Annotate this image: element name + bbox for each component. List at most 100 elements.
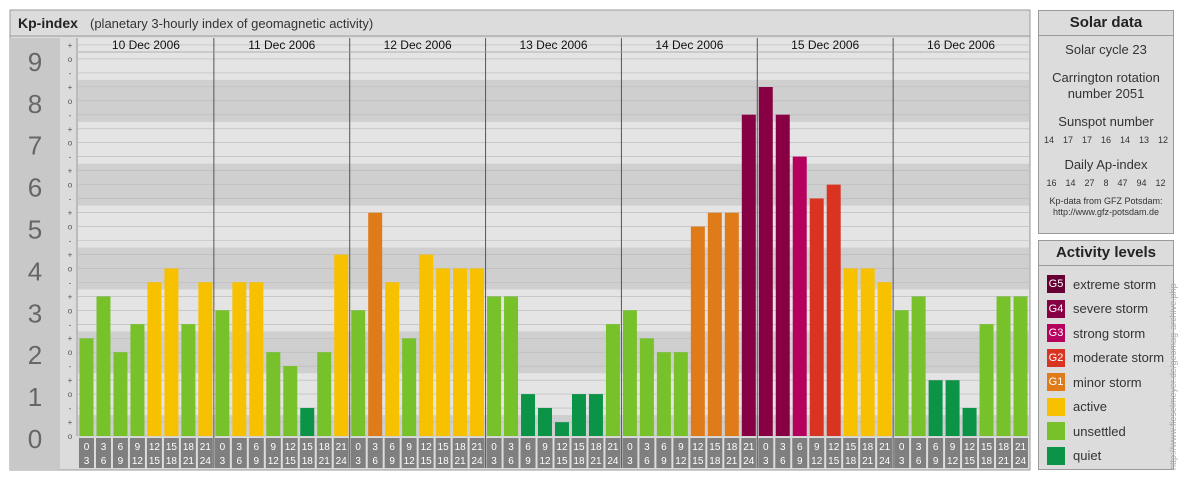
hour-label-end: 3 bbox=[220, 456, 226, 467]
y-subtick-label: + bbox=[68, 125, 73, 134]
kp-bar bbox=[538, 407, 552, 436]
hour-cell bbox=[265, 438, 281, 468]
hour-cell bbox=[860, 438, 876, 468]
hour-label-start: 12 bbox=[964, 442, 976, 453]
band-0 bbox=[78, 415, 1029, 436]
hour-label-start: 21 bbox=[879, 442, 891, 453]
kp-bar bbox=[113, 352, 128, 436]
legend-label: quiet bbox=[1073, 448, 1102, 464]
ap-value: 94 bbox=[1136, 178, 1147, 188]
y-subtick-label: o bbox=[68, 306, 73, 315]
hour-label-start: 3 bbox=[780, 442, 786, 453]
y-subtick-label: + bbox=[68, 83, 73, 92]
hour-label-start: 21 bbox=[743, 442, 755, 453]
hour-label-start: 12 bbox=[421, 442, 433, 453]
credit-line-1: Kp-data from GFZ Potsdam: bbox=[1049, 196, 1163, 206]
kp-bar bbox=[639, 338, 654, 436]
kp-bar bbox=[622, 310, 637, 436]
y-tick-label: 0 bbox=[28, 424, 42, 454]
hour-cell bbox=[333, 438, 349, 468]
hour-label-end: 15 bbox=[828, 456, 840, 467]
watermark: http://www.fieselmeyer.de/geomag-archive… bbox=[1168, 283, 1178, 470]
legend-label: minor storm bbox=[1073, 374, 1142, 390]
hour-label-end: 6 bbox=[237, 456, 243, 467]
hour-label-start: 9 bbox=[950, 442, 956, 453]
kp-bar bbox=[436, 268, 451, 436]
solar-data-panel: Solar data Solar cycle 23 Carrington rot… bbox=[1038, 10, 1174, 234]
kp-bar bbox=[741, 114, 756, 437]
hour-cell bbox=[894, 438, 910, 468]
hour-cell bbox=[418, 438, 434, 468]
y-subtick-label: o bbox=[68, 432, 73, 441]
hour-label-end: 6 bbox=[508, 456, 514, 467]
kp-bar bbox=[453, 268, 468, 436]
ap-value: 12 bbox=[1155, 178, 1166, 188]
hour-label-end: 21 bbox=[862, 456, 874, 467]
legend-row: G3 strong storm bbox=[1039, 321, 1173, 346]
hour-label-end: 18 bbox=[573, 456, 585, 467]
hour-cell bbox=[639, 438, 655, 468]
y-tick-label: 3 bbox=[28, 298, 42, 328]
hour-label-start: 3 bbox=[101, 442, 107, 453]
hour-label-end: 15 bbox=[421, 456, 433, 467]
hour-label-end: 21 bbox=[455, 456, 467, 467]
hour-label-end: 21 bbox=[590, 456, 602, 467]
kp-bar bbox=[266, 352, 281, 436]
y-subtick-label: - bbox=[69, 111, 72, 120]
hour-label-start: 6 bbox=[254, 442, 260, 453]
ap-value: 16 bbox=[1046, 178, 1057, 188]
hour-cell bbox=[537, 438, 553, 468]
y-subtick-label: - bbox=[69, 278, 72, 287]
y-subtick-label: + bbox=[68, 334, 73, 343]
credit-link[interactable]: http://www.gfz-potsdam.de bbox=[1052, 207, 1160, 217]
hour-label-start: 0 bbox=[84, 442, 90, 453]
kp-bar bbox=[130, 324, 145, 436]
kp-bar bbox=[96, 296, 111, 436]
y-subtick-label: - bbox=[69, 236, 72, 245]
kp-bar bbox=[555, 422, 569, 436]
hour-cell bbox=[469, 438, 485, 468]
hour-label-start: 3 bbox=[237, 442, 243, 453]
hour-label-end: 6 bbox=[372, 456, 378, 467]
hour-label-start: 12 bbox=[828, 442, 840, 453]
y-subtick-label: + bbox=[68, 250, 73, 259]
hour-label-start: 0 bbox=[355, 442, 361, 453]
kp-bar bbox=[724, 212, 739, 436]
hour-cell bbox=[554, 438, 570, 468]
kp-bar bbox=[996, 296, 1011, 436]
y-axis-band bbox=[10, 38, 60, 470]
day-label: 14 Dec 2006 bbox=[655, 38, 723, 52]
hour-cell bbox=[79, 438, 94, 468]
kp-bar bbox=[283, 366, 298, 436]
day-label: 12 Dec 2006 bbox=[384, 38, 452, 52]
legend-label: unsettled bbox=[1073, 423, 1126, 439]
kp-bar bbox=[351, 310, 366, 436]
hour-label-end: 18 bbox=[981, 456, 993, 467]
kp-bar bbox=[894, 310, 909, 436]
y-subtick-label: o bbox=[68, 97, 73, 106]
y-subtick-label: - bbox=[69, 320, 72, 329]
hour-label-start: 9 bbox=[406, 442, 412, 453]
kp-bar bbox=[419, 254, 434, 436]
kp-bar bbox=[300, 407, 315, 436]
hour-cell bbox=[741, 438, 757, 468]
hour-label-start: 15 bbox=[302, 442, 314, 453]
ap-values: 16 14 27 8 47 94 12 bbox=[1039, 178, 1173, 188]
hour-label-start: 6 bbox=[661, 442, 667, 453]
kp-bar bbox=[673, 352, 688, 436]
kp-bar bbox=[181, 324, 196, 436]
hour-cell bbox=[231, 438, 247, 468]
y-subtick-label: + bbox=[68, 376, 73, 385]
y-subtick-label: + bbox=[68, 167, 73, 176]
hour-cell bbox=[350, 438, 366, 468]
hour-label-start: 0 bbox=[491, 442, 497, 453]
y-subtick-label: - bbox=[69, 404, 72, 413]
hour-cell bbox=[605, 438, 621, 468]
hour-cell bbox=[707, 438, 723, 468]
kp-bar bbox=[334, 254, 349, 436]
y-subtick-label: + bbox=[68, 292, 73, 301]
kp-bar bbox=[979, 324, 994, 436]
hour-cell bbox=[520, 438, 536, 468]
hour-cell bbox=[571, 438, 587, 468]
hour-label-end: 15 bbox=[556, 456, 568, 467]
